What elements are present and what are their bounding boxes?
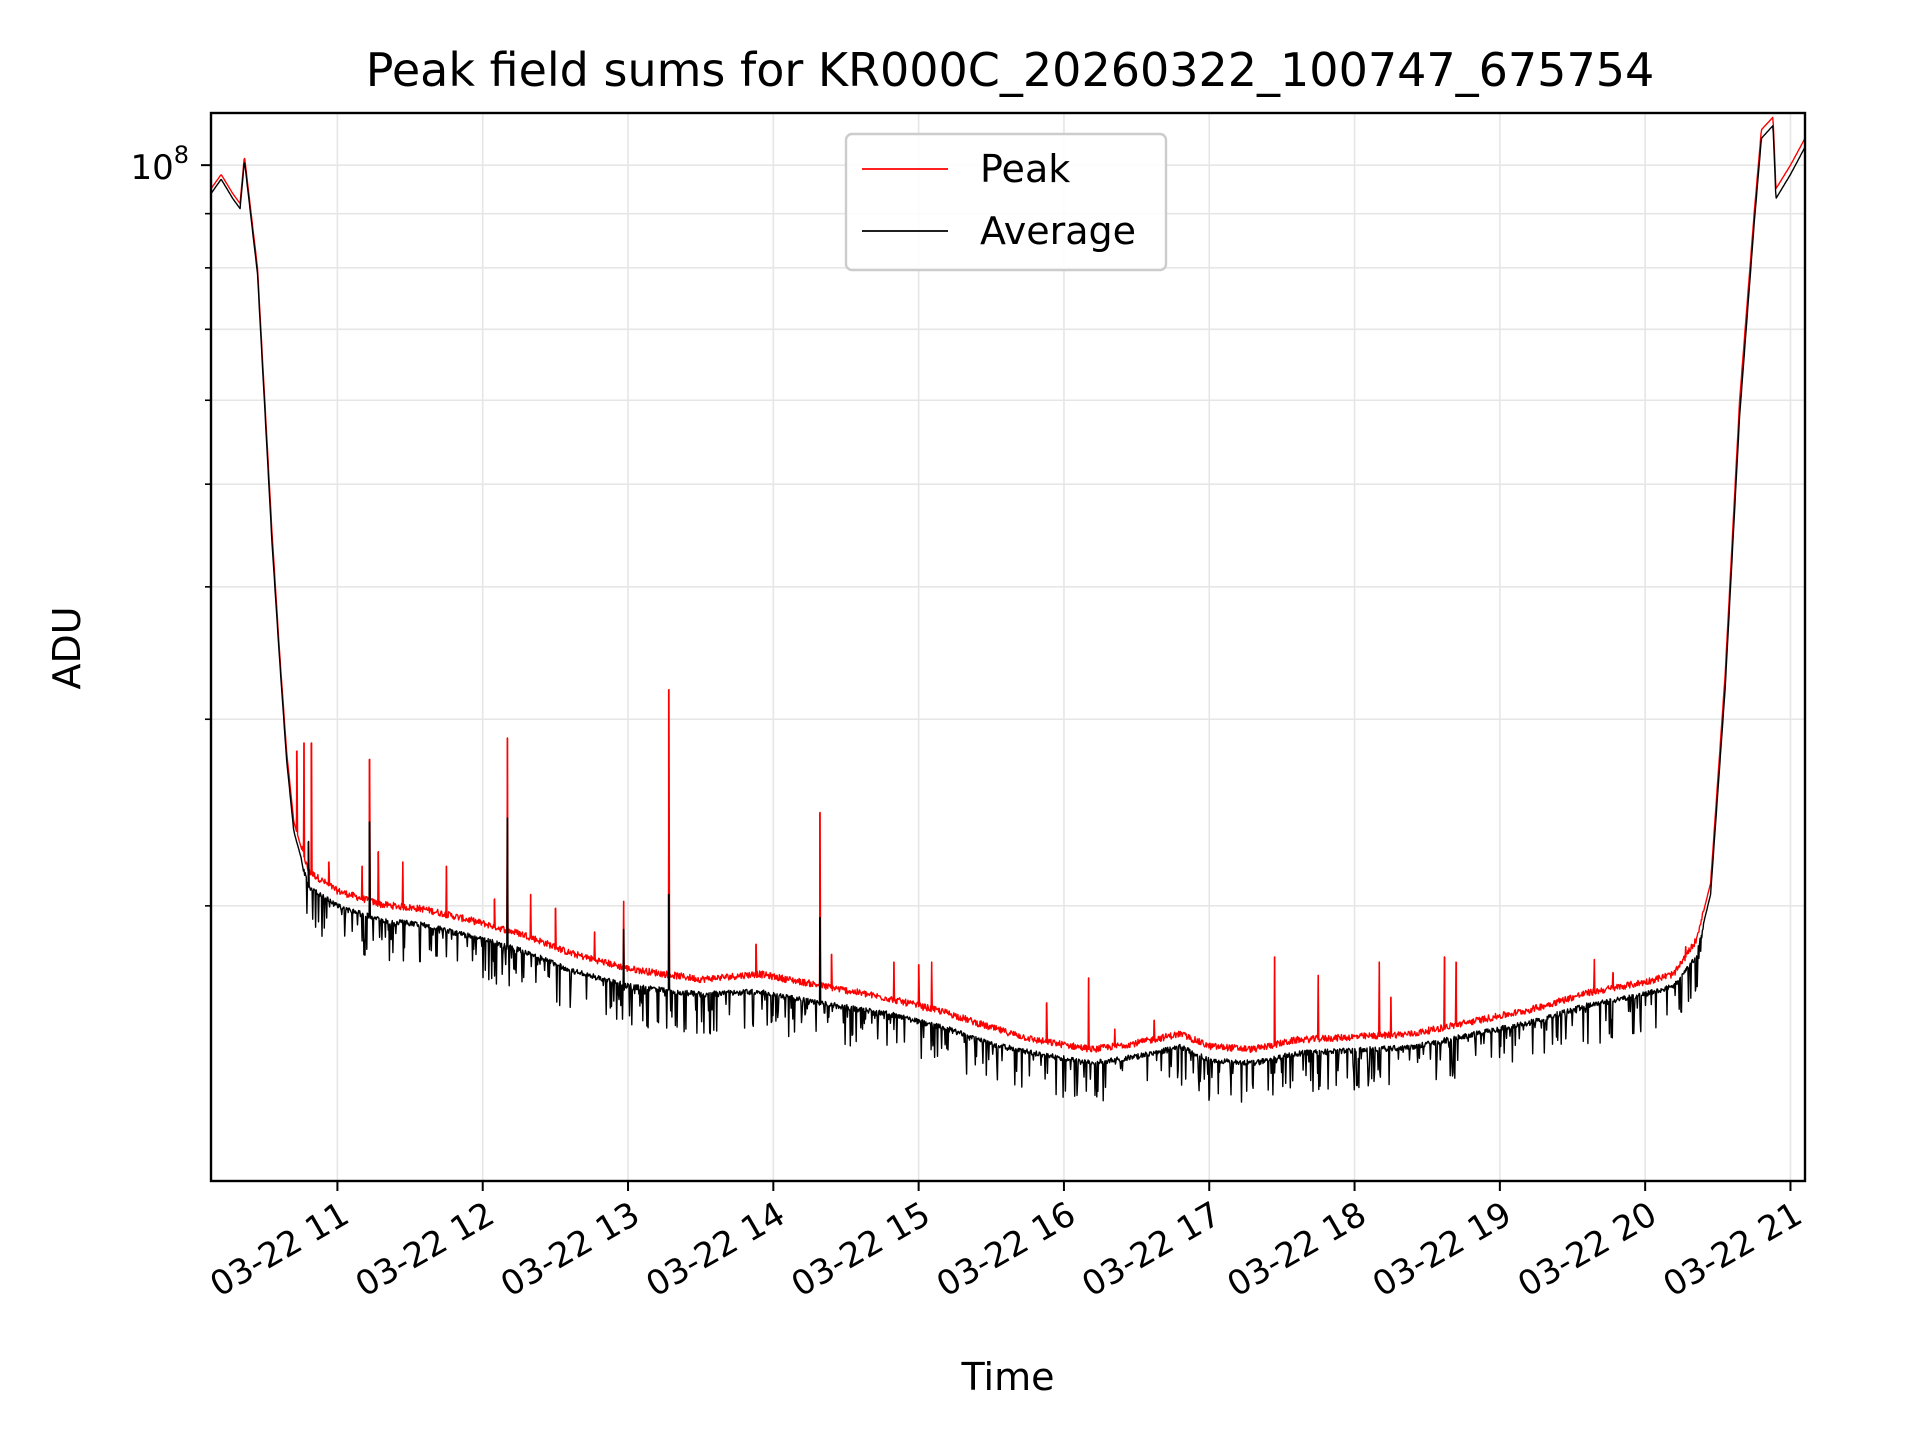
legend-peak-label: Peak [980, 147, 1070, 191]
y-tick-label-exponent: 8 [174, 141, 189, 169]
series-layer [210, 116, 1806, 1103]
grid-lines [211, 113, 1805, 1181]
legend-average-label: Average [980, 209, 1136, 253]
y-axis-label: ADU [45, 606, 89, 689]
peak-series-line [210, 116, 1806, 1054]
legend-box [844, 132, 1168, 272]
average-series-line [210, 125, 1806, 1103]
legend: Peak Average [844, 132, 1168, 272]
y-tick-label: 108 [130, 141, 189, 188]
plot-frame [209, 111, 1807, 1183]
y-tick-label-base: 10 [130, 148, 173, 188]
chart-title: Peak field sums for KR000C_20260322_1007… [366, 43, 1655, 97]
x-axis-label: Time [961, 1355, 1055, 1399]
